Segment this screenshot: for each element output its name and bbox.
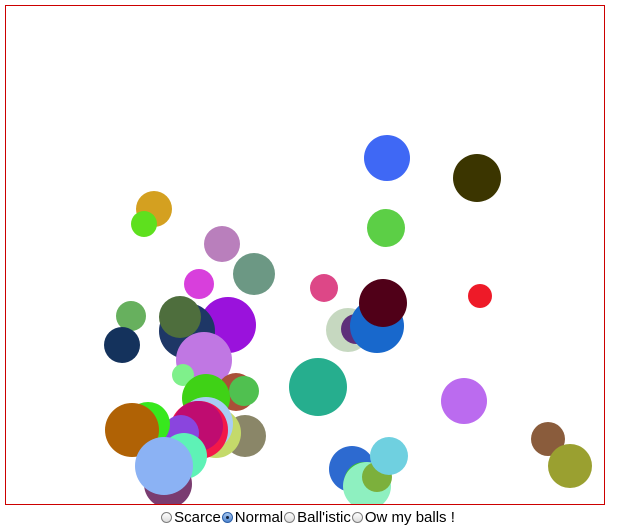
- option-ow-my-balls-label: Ow my balls !: [364, 508, 455, 526]
- density-radio-group: Scarce Normal Ball'istic Ow my balls !: [0, 507, 617, 527]
- ball: [204, 226, 240, 262]
- ball: [229, 376, 259, 406]
- radio-ow-my-balls[interactable]: [351, 511, 363, 523]
- ball: [310, 274, 338, 302]
- radio-normal[interactable]: [221, 511, 233, 523]
- ball: [131, 211, 157, 237]
- ball: [441, 378, 487, 424]
- ball-canvas[interactable]: [5, 5, 605, 505]
- radio-ballistic[interactable]: [284, 511, 296, 523]
- ball: [468, 284, 492, 308]
- ball: [367, 209, 405, 247]
- ball: [233, 253, 275, 295]
- ball: [116, 301, 146, 331]
- radio-scarce[interactable]: [161, 511, 173, 523]
- ball: [184, 269, 214, 299]
- balls-layer: [104, 135, 592, 504]
- ball: [104, 327, 140, 363]
- option-scarce-label: Scarce: [174, 508, 221, 526]
- ball: [359, 279, 407, 327]
- option-normal-label: Normal: [234, 508, 284, 526]
- ball: [370, 437, 408, 475]
- ball: [159, 296, 201, 338]
- option-ballistic[interactable]: Ball'istic: [284, 509, 351, 526]
- ball: [135, 437, 193, 495]
- ball: [364, 135, 410, 181]
- option-scarce[interactable]: Scarce: [161, 509, 221, 526]
- ball: [105, 403, 159, 457]
- ball: [548, 444, 592, 488]
- ball: [289, 358, 347, 416]
- ball: [453, 154, 501, 202]
- option-ballistic-label: Ball'istic: [297, 508, 351, 526]
- ball: [172, 364, 194, 386]
- option-ow-my-balls[interactable]: Ow my balls !: [351, 508, 455, 526]
- ball: [531, 422, 565, 456]
- option-normal[interactable]: Normal: [221, 508, 284, 526]
